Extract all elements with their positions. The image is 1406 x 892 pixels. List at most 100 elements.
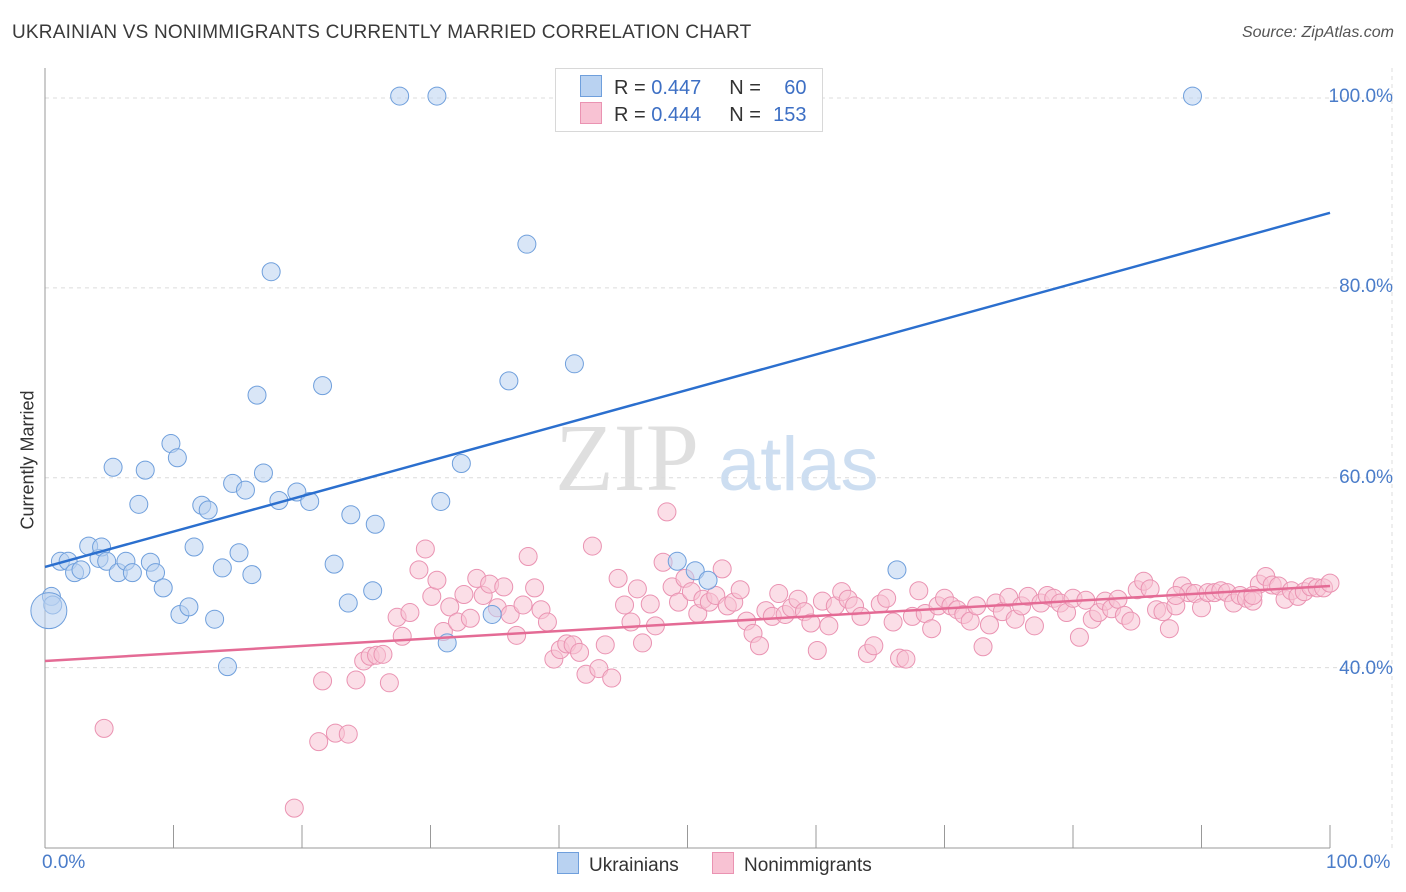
watermark-zip: ZIP	[555, 404, 699, 511]
ukrainians-point-47	[431, 491, 451, 511]
nonimmigrants-n-value: 153	[773, 104, 807, 126]
ukrainians-point-58	[1183, 86, 1203, 106]
nonimmigrants-point-104	[973, 637, 993, 657]
ukrainians-point-59	[30, 592, 68, 630]
ukrainians-point-40	[324, 554, 344, 574]
ukrainians-points	[30, 86, 1203, 677]
ukrainians-point-50	[482, 604, 502, 624]
r-label: R =	[614, 77, 646, 99]
stats-row-nonimmigrants: R = 0.444 N = 153	[580, 102, 807, 130]
ukrainians-point-54	[667, 551, 687, 571]
trend-lines	[44, 211, 1331, 663]
nonimmigrants-point-87	[864, 636, 884, 656]
ukrainians-point-17	[146, 563, 166, 583]
x-tick-label-0: 0.0%	[42, 852, 86, 873]
nonimmigrants-point-72	[769, 584, 789, 604]
ukrainians-point-31	[235, 480, 255, 500]
nonimmigrants-point-31	[513, 595, 533, 615]
ukrainians-point-44	[365, 514, 385, 534]
nonimmigrants-point-56	[669, 592, 689, 612]
ukrainians-point-22	[179, 597, 199, 617]
stats-box: R = 0.447 N = 60 R = 0.444 N = 153	[555, 68, 823, 132]
ukrainians-point-55	[685, 561, 705, 581]
nonimmigrants-point-127	[1121, 611, 1141, 631]
nonimmigrants-point-96	[922, 619, 942, 639]
nonimmigrants-point-3	[313, 671, 333, 691]
nonimmigrants-point-33	[525, 578, 545, 598]
legend-ukrainians: Ukrainians	[557, 852, 679, 877]
ukrainians-point-30	[229, 543, 249, 563]
ukrainians-point-9	[97, 551, 117, 571]
nonimmigrants-point-66	[730, 580, 750, 600]
stats-row-ukrainians: R = 0.447 N = 60	[580, 75, 807, 103]
nonimmigrants-point-1	[284, 798, 304, 818]
r-label: R =	[614, 104, 646, 126]
ukrainians-point-52	[517, 234, 537, 254]
nonimmigrants-point-50	[633, 633, 653, 653]
nonimmigrants-point-94	[909, 581, 929, 601]
ukrainians-r-value: 0.447	[651, 77, 702, 99]
ukrainians-point-38	[300, 491, 320, 511]
legend-pink-swatch	[712, 852, 734, 874]
nonimmigrants-point-80	[819, 616, 839, 636]
legend-nonimmigrants-label: Nonimmigrants	[744, 855, 872, 876]
ukrainians-point-57	[887, 560, 907, 580]
legend-ukrainians-label: Ukrainians	[589, 855, 679, 876]
legend-blue-swatch	[557, 852, 579, 874]
nonimmigrants-point-0	[94, 718, 114, 738]
axes	[44, 68, 1331, 849]
ukrainians-point-27	[212, 558, 232, 578]
y-tick-label-40: 40.0%	[1339, 658, 1393, 679]
nonimmigrants-point-35	[537, 612, 557, 632]
nonimmigrants-point-69	[749, 636, 769, 656]
ukrainians-point-23	[184, 537, 204, 557]
nonimmigrants-point-105	[979, 615, 999, 635]
nonimmigrants-point-2	[309, 732, 329, 752]
nonimmigrants-point-42	[582, 536, 602, 556]
ukrainians-point-14	[129, 494, 149, 514]
nonimmigrants-point-15	[409, 560, 429, 580]
nonimmigrants-point-51	[640, 594, 660, 614]
n-label: N =	[729, 104, 761, 126]
nonimmigrants-point-20	[440, 597, 460, 617]
ukrainians-point-39	[313, 376, 333, 396]
y-tick-label-100: 100.0%	[1328, 86, 1393, 107]
watermark-atlas: atlas	[718, 422, 879, 507]
source-label: Source: ZipAtlas.com	[1241, 24, 1394, 41]
ukrainians-point-18	[153, 578, 173, 598]
ukrainians-point-13	[122, 563, 142, 583]
nonimmigrants-point-14	[400, 603, 420, 623]
ukrainians-point-45	[390, 86, 410, 106]
ukrainians-point-15	[135, 460, 155, 480]
nonimmigrants-point-46	[608, 568, 628, 588]
x-tick-label-100: 100.0%	[1326, 852, 1391, 873]
pink-swatch	[580, 102, 602, 124]
ukrainians-point-33	[247, 385, 267, 405]
ukrainians-point-41	[338, 593, 358, 613]
nonimmigrants-point-49	[627, 579, 647, 599]
nonimmigrants-point-22	[454, 585, 474, 605]
ukrainians-point-25	[198, 500, 218, 520]
ukrainians-point-35	[261, 262, 281, 282]
ukrainians-point-46	[427, 86, 447, 106]
ukrainians-point-5	[71, 560, 91, 580]
legend-nonimmigrants: Nonimmigrants	[712, 852, 872, 877]
ukrainians-point-34	[253, 463, 273, 483]
nonimmigrants-point-45	[602, 668, 622, 688]
nonimmigrants-point-30	[507, 625, 527, 645]
nonimmigrants-point-130	[1140, 579, 1160, 599]
nonimmigrants-point-28	[494, 577, 514, 597]
blue-swatch	[580, 75, 602, 97]
nonimmigrants-point-18	[427, 570, 447, 590]
nonimmigrants-point-17	[422, 586, 442, 606]
nonimmigrants-point-32	[518, 547, 538, 567]
y-tick-label-80: 80.0%	[1339, 276, 1393, 297]
nonimmigrants-point-158	[1320, 573, 1340, 593]
nonimmigrants-point-119	[1069, 627, 1089, 647]
nonimmigrants-point-47	[615, 595, 635, 615]
nonimmigrants-point-63	[712, 559, 732, 579]
nonimmigrants-point-10	[373, 644, 393, 664]
nonimmigrants-point-90	[883, 612, 903, 632]
nonimmigrants-trend-line	[44, 584, 1331, 663]
